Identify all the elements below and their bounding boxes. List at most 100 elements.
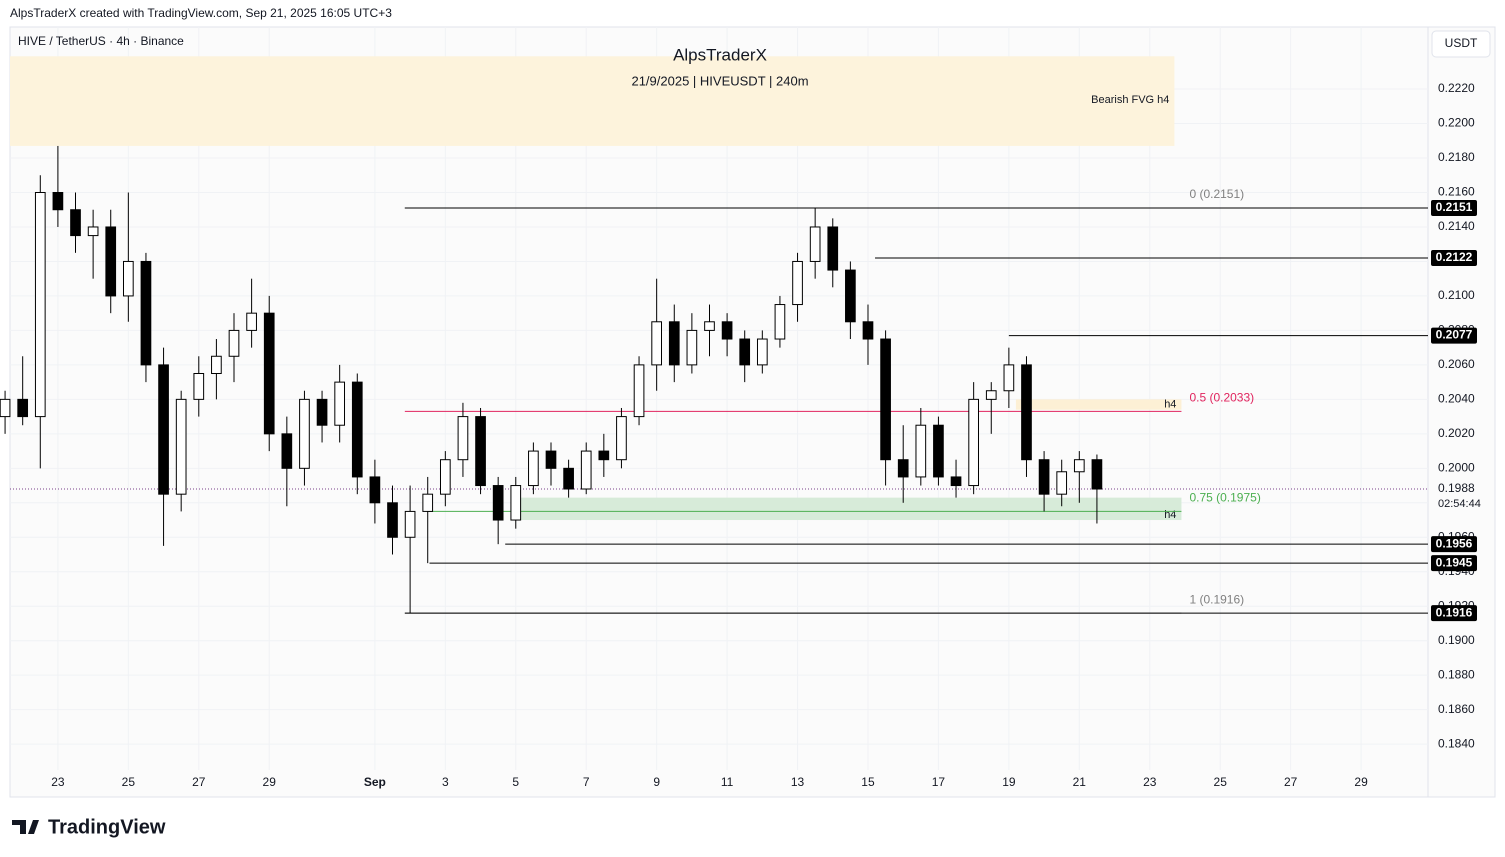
candle-body <box>1021 364 1032 461</box>
level-box <box>1431 327 1477 344</box>
x-tick-label: 25 <box>1214 775 1228 789</box>
candle-body <box>175 398 187 495</box>
candle-body <box>387 502 398 538</box>
candle-body <box>616 416 627 461</box>
y-tick-label: 0.2140 <box>1438 219 1475 233</box>
countdown: 02:54:44 <box>1438 498 1481 510</box>
level-label: 0.1945 <box>1436 555 1473 569</box>
x-tick-label: 27 <box>192 775 206 789</box>
candle-body <box>0 398 11 418</box>
candle-body <box>316 398 328 426</box>
candle-body <box>422 493 434 512</box>
candle-body <box>158 364 169 495</box>
level-label: 0.2151 <box>1436 200 1473 214</box>
candle-body <box>334 381 346 426</box>
candle-body <box>739 338 751 366</box>
level-label: 0.1916 <box>1436 605 1473 619</box>
x-tick-label: 21 <box>1073 775 1087 789</box>
x-tick-label: 7 <box>583 775 590 789</box>
candle-body <box>704 321 715 331</box>
symbol: HIVE / TetherUS · 4h · Binance <box>18 34 184 48</box>
candle-body <box>140 260 152 366</box>
fib-label: 0.75 (0.1975) <box>1189 491 1260 505</box>
candle-body <box>563 467 574 490</box>
candle-body <box>211 355 222 375</box>
candle-body <box>1091 459 1103 490</box>
candle-body <box>897 459 909 478</box>
level-label: 0.2122 <box>1436 250 1473 264</box>
candle-body <box>792 260 803 306</box>
currency[interactable]: USDT <box>1445 36 1478 50</box>
candle-body <box>933 424 944 478</box>
y-tick-label: 0.2180 <box>1438 150 1475 164</box>
level-label: 0.2077 <box>1436 328 1473 342</box>
candle-body <box>985 390 997 400</box>
candle-body <box>105 226 117 297</box>
x-tick-label: 13 <box>791 775 805 789</box>
candle-body <box>774 304 786 340</box>
candle-body <box>246 312 257 331</box>
candle-body <box>1073 459 1085 473</box>
zone-label: Bearish FVG h4 <box>1091 94 1169 106</box>
zone <box>1015 399 1182 410</box>
level-box <box>1431 250 1477 267</box>
level-box <box>1431 605 1477 622</box>
x-tick-label: 3 <box>442 775 449 789</box>
y-tick-label: 0.2020 <box>1438 426 1475 440</box>
candle-body <box>580 450 592 490</box>
candle-body <box>351 381 363 478</box>
candle-body <box>70 209 81 237</box>
y-tick-label: 0.1900 <box>1438 633 1475 647</box>
y-tick-label: 0.1840 <box>1438 736 1475 750</box>
candle-body <box>193 373 205 400</box>
candle-body <box>369 476 381 504</box>
x-tick-label: 25 <box>122 775 136 789</box>
candle-body <box>457 416 469 461</box>
candle-body <box>439 459 451 495</box>
last-price-box <box>1429 479 1489 510</box>
zone-label: h4 <box>1164 509 1176 521</box>
x-tick-label: 27 <box>1284 775 1298 789</box>
candle-body <box>228 329 240 357</box>
candle-body <box>87 226 99 237</box>
candle-body <box>122 260 134 297</box>
candle-body <box>668 321 680 366</box>
fib-label: 0.5 (0.2033) <box>1189 391 1254 405</box>
candle-body <box>404 510 416 538</box>
candle-body <box>1038 459 1050 495</box>
last-price-label: 0.1988 <box>1438 481 1475 495</box>
candle-body <box>686 329 698 366</box>
currency-box[interactable] <box>1431 30 1491 58</box>
candle-body <box>34 191 46 418</box>
x-tick-label: 5 <box>512 775 519 789</box>
chart-title: AlpsTraderX <box>673 45 767 64</box>
candle-body <box>651 321 663 366</box>
candle-body <box>17 398 29 418</box>
candle-body <box>475 416 486 487</box>
x-tick-label: 19 <box>1002 775 1016 789</box>
x-tick-label: 9 <box>653 775 660 789</box>
candle-body <box>880 338 891 461</box>
x-tick-label: Sep <box>364 775 386 789</box>
candle-body <box>950 476 962 487</box>
y-tick-label: 0.2100 <box>1438 288 1475 302</box>
y-tick-label: 0.1860 <box>1438 702 1475 716</box>
x-tick-label: 23 <box>51 775 65 789</box>
candle-body <box>1056 471 1068 495</box>
candle-body <box>598 450 610 461</box>
logo: TradingView <box>12 816 166 838</box>
y-tick-label: 0.2040 <box>1438 392 1475 406</box>
candle-body <box>915 424 927 478</box>
candle-body <box>545 450 557 469</box>
zone-label: h4 <box>1164 399 1176 411</box>
y-tick-label: 0.2200 <box>1438 116 1475 130</box>
candle-body <box>827 226 839 271</box>
fib-label: 1 (0.1916) <box>1189 592 1244 606</box>
y-tick-label: 0.2060 <box>1438 357 1475 371</box>
y-tick-label: 0.1880 <box>1438 667 1475 681</box>
candle-body <box>809 226 821 262</box>
candle-body <box>492 485 504 521</box>
y-tick-label: 0.2220 <box>1438 81 1475 95</box>
